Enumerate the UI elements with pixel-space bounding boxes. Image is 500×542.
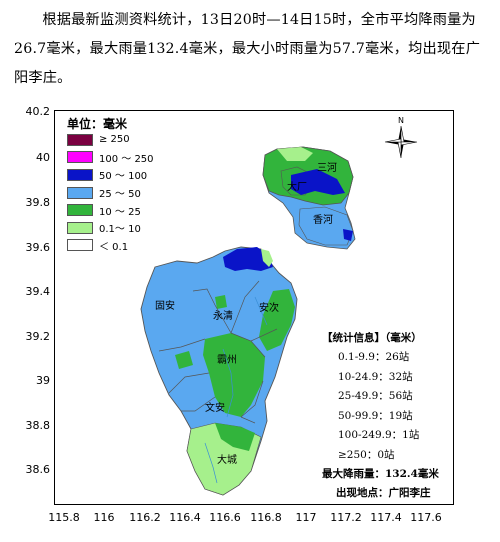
label-sanhe: 三河 <box>317 162 337 174</box>
y-tick-label: 39 <box>36 374 50 387</box>
region-north-lightgreen <box>277 147 313 161</box>
legend-swatch <box>67 239 93 252</box>
stats-row: 10-24.9：32站 <box>338 370 413 383</box>
county-boundaries <box>158 280 278 424</box>
x-tick-label: 117.4 <box>370 511 402 524</box>
legend-swatch <box>67 204 93 217</box>
region-guangyang-lightgreen <box>261 249 273 267</box>
stats-max-rainfall: 最大降雨量：132.4毫米 <box>322 468 439 480</box>
x-tick-label: 117.2 <box>330 511 362 524</box>
legend-swatch <box>67 151 93 164</box>
stats-panel: 【统计信息】（毫米） 0.1-9.9：26站 10-24.9：32站 25-49… <box>322 330 452 500</box>
legend-row: 25 ～ 50 <box>67 184 154 202</box>
intro-text: 根据最新监测资料统计，13日20时—14日15时，全市平均降雨量为26.7毫米，… <box>14 12 481 86</box>
legend-label: 100 ～ 250 <box>99 153 154 165</box>
region-xianghe-blue <box>298 206 354 246</box>
legend-row: 50 ～ 100 <box>67 166 154 184</box>
y-tick-label: 40.2 <box>25 105 51 118</box>
region-guangyang-heavy <box>223 247 273 271</box>
label-dachang: 大厂 <box>287 180 307 193</box>
label-bazhou: 霸州 <box>217 354 237 366</box>
legend-row: ＜ 0.1 <box>67 237 154 255</box>
label-yongqing: 永清 <box>213 309 233 322</box>
stats-row: 25-49.9：56站 <box>338 390 413 402</box>
y-tick-label: 38.8 <box>25 419 51 432</box>
legend-label: 50 ～ 100 <box>99 171 148 183</box>
legend-label: 0.1～ 10 <box>99 224 141 236</box>
north-arrow-icon: N <box>384 116 418 159</box>
legend-swatch <box>67 133 93 146</box>
label-wenan: 文安 <box>205 401 225 414</box>
x-tick-label: 115.8 <box>48 511 80 524</box>
legend: ≥ 250 100 ～ 250 50 ～ 100 25 ～ 50 10 ～ 25… <box>67 131 154 254</box>
label-guan: 固安 <box>155 299 175 312</box>
legend-row: 0.1～ 10 <box>67 219 154 237</box>
y-tick-label: 39.2 <box>25 330 51 343</box>
map-frame: 三河 大厂 香河 固安 永清 安次 霸州 文安 大城 N <box>54 110 454 505</box>
label-dacheng: 大城 <box>217 453 237 466</box>
y-tick-label: 39.6 <box>25 241 51 254</box>
legend-title: 单位：毫米 <box>67 117 128 131</box>
x-tick-label: 116.2 <box>129 511 161 524</box>
legend-label: 25 ～ 50 <box>99 189 141 201</box>
legend-swatch <box>67 186 93 199</box>
y-tick-label: 39.4 <box>25 285 51 298</box>
region-green-spots <box>175 295 227 369</box>
label-anci: 安次 <box>259 301 279 314</box>
legend-row: ≥ 250 <box>67 131 154 149</box>
stats-row: 50-99.9：19站 <box>338 409 413 422</box>
region-north-blue-band <box>291 169 345 195</box>
y-tick-label: 40 <box>36 151 50 164</box>
x-tick-label: 117.6 <box>410 511 442 524</box>
legend-label: 10 ～ 25 <box>99 206 141 218</box>
region-dacheng-green <box>215 423 255 451</box>
river-lines <box>204 296 268 484</box>
legend-swatch <box>67 168 93 181</box>
x-tick-label: 116.6 <box>209 511 241 524</box>
north-label: N <box>398 116 404 125</box>
rainfall-map: 三河 大厂 香河 固安 永清 安次 霸州 文安 大城 N <box>140 116 418 496</box>
stats-header: 【统计信息】（毫米） <box>322 332 422 344</box>
label-xianghe: 香河 <box>313 214 333 226</box>
intro-paragraph: 根据最新监测资料统计，13日20时—14日15时，全市平均降雨量为26.7毫米，… <box>14 6 488 93</box>
legend-row: 10 ～ 25 <box>67 201 154 219</box>
stats-row: ≥250：0站 <box>338 448 395 461</box>
legend-row: 100 ～ 250 <box>67 149 154 167</box>
region-xianghe-edge-dark <box>343 229 353 241</box>
y-tick-label: 39.8 <box>25 196 51 209</box>
y-tick-label: 38.6 <box>25 463 51 476</box>
x-tick-label: 116.4 <box>169 511 201 524</box>
x-tick-label: 116 <box>93 511 115 524</box>
region-green-belt-east <box>259 289 295 351</box>
stats-row: 0.1-9.9：26站 <box>338 351 410 363</box>
stats-max-location: 出现地点：广阳李庄 <box>336 487 431 499</box>
x-tick-label: 117 <box>295 511 317 524</box>
x-tick-label: 116.8 <box>250 511 282 524</box>
legend-label: ＜ 0.1 <box>99 241 129 253</box>
region-green-belt-central <box>203 333 265 417</box>
legend-label: ≥ 250 <box>99 134 130 146</box>
stats-row: 100-249.9：1站 <box>338 429 420 441</box>
legend-swatch <box>67 221 93 234</box>
